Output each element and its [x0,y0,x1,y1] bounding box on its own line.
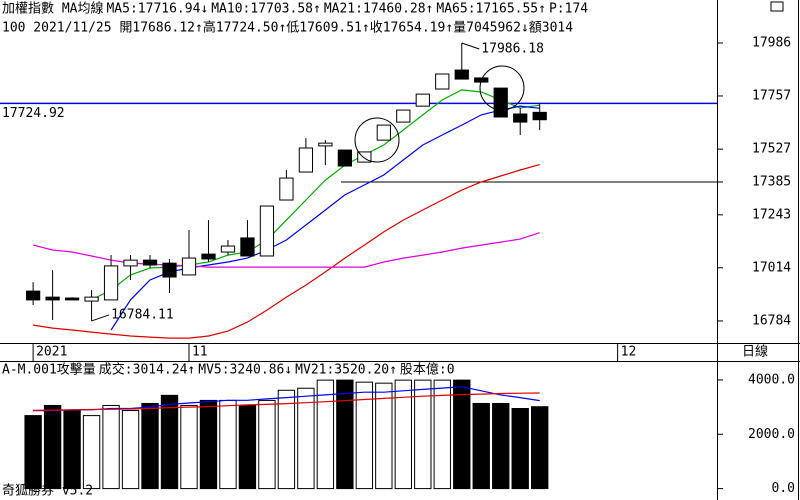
ma-line [33,386,540,412]
volume-bar [82,415,101,490]
highlights [354,65,525,163]
candle-body [357,151,372,163]
candle-body [415,93,430,107]
volume-bar [375,382,393,490]
candle-body [454,69,469,80]
annotation-leader [461,42,480,50]
candle-body [84,296,99,302]
volume-bar [453,379,471,490]
annotation-label: 17986.18 [481,41,544,56]
volume-bar [199,399,218,490]
ma-line [32,232,540,268]
window-icon [770,1,784,12]
volume-bar [531,406,549,490]
candle-body [337,149,352,167]
legend-entry: MV5:3240.86↓ [198,363,292,378]
quote-info: 100 2021/11/25 開17686.12↑高17724.50↑低1760… [2,20,573,36]
volume-bar [316,379,335,490]
footer: 奇狐勝券 v5.2 [2,483,93,499]
candle-body [162,262,177,278]
price-tail: P:174 [549,2,588,17]
volume-bar [297,387,315,490]
candle-body [201,253,216,260]
chart-title: 加權指數 MA均線 [2,1,103,17]
plot-area: 2021 11 12 17724.92 17986.18 16784.11 加權指數 MA均… [0,1,717,499]
y-tick-label: 17757 [752,88,791,103]
legend-entry: MA21:17460.28↑ [324,2,434,17]
volume-bar [492,402,510,490]
candle-body [279,177,294,201]
volume-bar [472,402,490,490]
volume-bar [277,389,296,490]
candle-body [532,111,547,121]
y-tick-label: 17986 [752,36,791,51]
volume-bar [238,404,257,490]
reference-label: 17724.92 [2,106,65,121]
volume-bar [414,379,432,490]
volume-bar [102,404,120,490]
candle-body [493,87,508,118]
volume-bar [433,379,451,490]
candle-body [103,265,119,301]
volume-bar [394,379,412,490]
share-capital: 股本億:0 [400,362,455,378]
legend-entry: MA65:17165.55↑ [436,2,546,17]
highlight-circle [354,117,400,163]
candle-body [220,245,236,253]
y-tick-label: 4000.0 [748,372,795,387]
y-tick-label: 16784 [752,313,791,328]
x-tick-label: 12 [621,345,637,360]
candle-body [259,205,275,257]
y-tick-label: 0.0 [772,481,795,496]
volume-bar [121,410,140,490]
volume-bar [336,379,354,490]
candle-body [435,73,450,90]
annotation-label: 16784.11 [111,307,174,322]
legend-entry: MA5:17716.94↓ [106,2,208,17]
volume-bar [24,415,42,490]
volume-value: 成交:3014.24↑ [99,362,195,378]
candle-body [240,237,255,257]
highlight-circle [479,65,525,111]
candle-body [64,297,80,301]
volume-bar [258,399,276,490]
candle-body [396,109,411,123]
y-tick-label: 17243 [752,207,791,222]
candle-body [513,113,528,123]
legend-entry: MA10:17703.58↑ [211,2,321,17]
volume-bar [355,381,374,490]
panel-title: A-M.001攻擊量 [2,362,96,378]
candle-body [318,142,333,147]
x-tick-label: 2021 [36,345,67,360]
volume-bar [141,402,159,490]
period-label: 日線 [742,344,768,360]
candle-body [45,296,60,301]
candle-body [25,290,41,301]
candle-body [376,124,391,141]
volume-bar [180,404,198,490]
legend-entry: MV21:3520.20↑ [295,363,397,378]
y-tick-label: 2000.0 [748,427,795,442]
candle-body [142,259,158,266]
y-tick-label: 17385 [752,174,791,189]
volume-bar [511,408,529,490]
volume-bar [219,399,237,490]
volume-bar [160,394,179,490]
ma-line [33,392,540,411]
volume-bar [43,404,62,490]
x-tick-label: 11 [192,345,208,360]
y-tick-label: 17014 [752,260,791,275]
candle-body [123,259,138,267]
ma-line [33,164,540,339]
y-tick-label: 17527 [752,142,791,157]
annotation-leader [91,314,110,322]
candle-body [298,147,314,173]
volume-bar [63,410,81,490]
candle-body [181,257,197,276]
